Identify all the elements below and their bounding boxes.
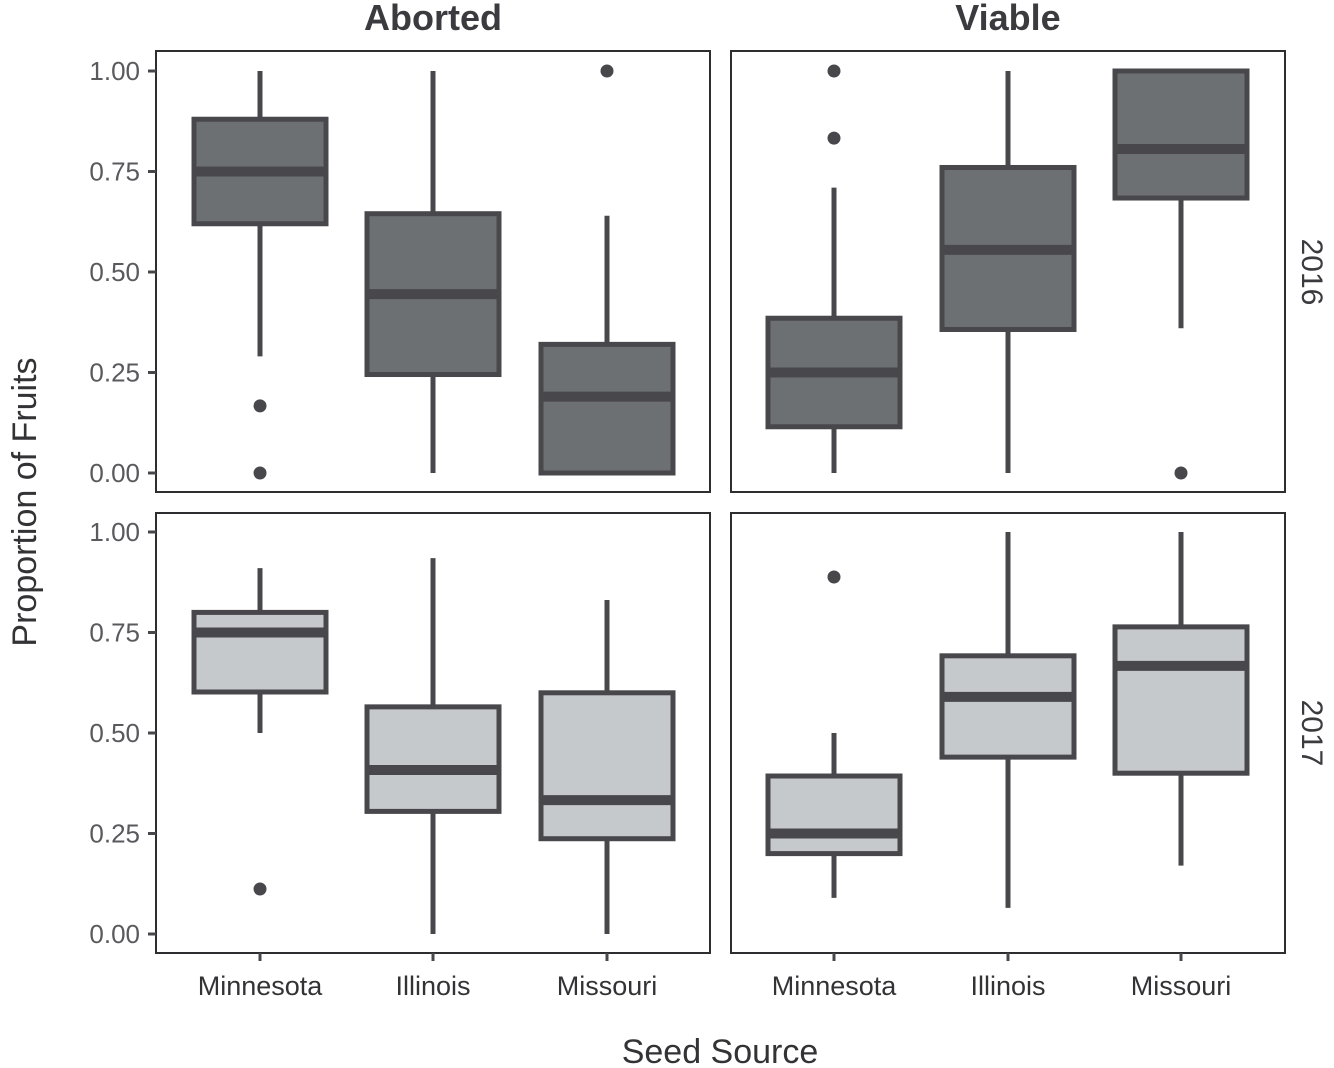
- outlier-point: [253, 399, 267, 413]
- iqr-box: [538, 690, 676, 842]
- y-tick-label: 0.25: [89, 819, 140, 849]
- iqr-box: [765, 773, 903, 857]
- y-tick-label: 0.50: [89, 257, 140, 287]
- outlier-point: [827, 131, 841, 145]
- strip-title-viable: Viable: [955, 0, 1060, 38]
- box-minnesota-aborted-2017: [191, 568, 329, 896]
- row-label-2016: 2016: [1295, 239, 1328, 306]
- outlier-point: [253, 466, 267, 480]
- x-tick-label: Illinois: [970, 971, 1045, 1001]
- iqr-box: [364, 704, 502, 814]
- iqr-box: [538, 341, 676, 476]
- outlier-point: [827, 570, 841, 584]
- outlier-point: [600, 64, 614, 78]
- y-tick-label: 0.75: [89, 157, 140, 187]
- box-minnesota-viable-2016: [765, 64, 903, 473]
- iqr-box: [1112, 624, 1250, 776]
- y-tick-label: 0.00: [89, 458, 140, 488]
- y-tick-label: 0.50: [89, 718, 140, 748]
- y-tick-label: 0.00: [89, 919, 140, 949]
- x-tick-label: Illinois: [395, 971, 470, 1001]
- outlier-point: [1174, 466, 1188, 480]
- y-tick-label: 1.00: [89, 56, 140, 86]
- row-label-2017: 2017: [1295, 700, 1328, 767]
- box-illinois-viable-2016: [939, 71, 1077, 473]
- box-illinois-aborted-2016: [364, 71, 502, 473]
- outlier-point: [827, 64, 841, 78]
- x-tick-label: Minnesota: [772, 971, 898, 1001]
- x-tick-label: Minnesota: [198, 971, 324, 1001]
- y-tick-label: 1.00: [89, 517, 140, 547]
- iqr-box: [939, 653, 1077, 760]
- box-missouri-viable-2016: [1112, 68, 1250, 480]
- box-illinois-aborted-2017: [364, 558, 502, 934]
- x-axis-title: Seed Source: [622, 1033, 819, 1068]
- iqr-box: [1112, 68, 1250, 201]
- x-tick-label: Missouri: [1131, 971, 1232, 1001]
- outlier-point: [253, 882, 267, 896]
- box-missouri-aborted-2016: [538, 64, 676, 476]
- x-tick-label: Missouri: [557, 971, 658, 1001]
- strip-title-aborted: Aborted: [364, 0, 502, 38]
- y-axis-title: Proportion of Fruits: [6, 357, 44, 646]
- box-illinois-viable-2017: [939, 532, 1077, 908]
- box-missouri-viable-2017: [1112, 532, 1250, 866]
- box-minnesota-viable-2017: [765, 570, 903, 898]
- y-tick-label: 0.75: [89, 618, 140, 648]
- box-minnesota-aborted-2016: [191, 71, 329, 480]
- y-tick-label: 0.25: [89, 358, 140, 388]
- box-missouri-aborted-2017: [538, 599, 676, 934]
- iqr-box: [191, 609, 329, 695]
